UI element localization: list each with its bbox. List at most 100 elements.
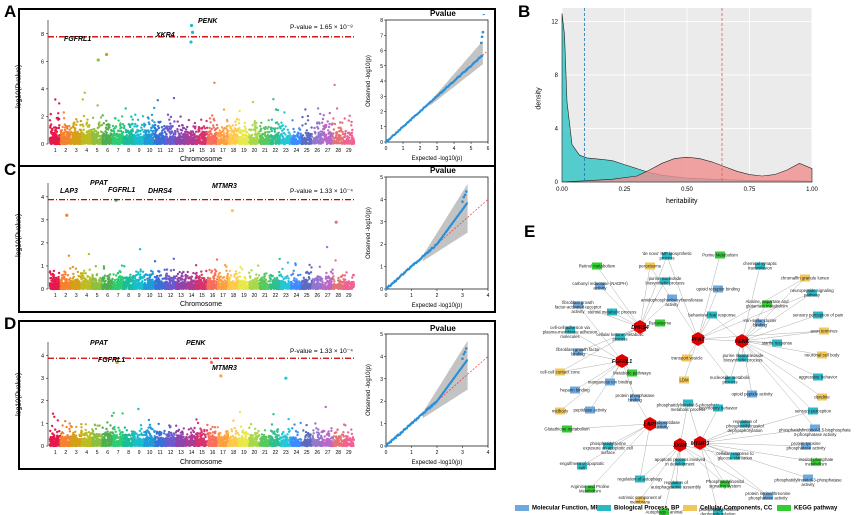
snp-point: [139, 142, 142, 145]
snp-point-peak: [96, 58, 100, 62]
snp-point: [302, 142, 305, 145]
snp-point: [259, 136, 262, 139]
snp-point: [73, 140, 77, 143]
snp-point: [87, 286, 90, 290]
snp-point: [74, 130, 77, 133]
snp-point: [117, 282, 120, 285]
qq-y-tick-label: 8: [380, 18, 383, 24]
snp-point: [262, 138, 265, 141]
snp-point: [186, 125, 189, 129]
snp-point: [187, 118, 191, 122]
snp-point: [49, 141, 52, 145]
snp-point: [121, 123, 125, 126]
snp-point: [105, 119, 108, 123]
snp-point: [266, 127, 269, 130]
snp-point: [115, 283, 118, 286]
snp-point: [273, 130, 277, 133]
snp-point: [323, 138, 326, 141]
snp-point: [88, 135, 91, 138]
chromosome-tick-label: 27: [325, 148, 331, 154]
snp-point: [112, 273, 115, 276]
snp-point: [72, 126, 76, 129]
snp-point: [297, 131, 300, 134]
snp-point: [127, 131, 130, 134]
snp-point: [76, 270, 79, 274]
snp-point: [315, 122, 319, 125]
snp-point: [56, 136, 59, 140]
snp-point: [335, 107, 339, 110]
snp-point: [63, 123, 66, 126]
snp-point: [65, 283, 69, 286]
snp-point: [144, 138, 147, 142]
snp-point: [136, 118, 140, 122]
snp-point: [164, 142, 167, 145]
chromosome-tick-label: 6: [106, 148, 109, 154]
snp-point: [175, 142, 179, 146]
snp-point: [161, 129, 164, 132]
snp-point: [266, 133, 269, 137]
snp-point: [208, 138, 211, 141]
snp-point: [255, 126, 259, 129]
snp-point: [64, 278, 67, 281]
snp-point: [135, 125, 138, 128]
snp-point: [96, 104, 99, 107]
chromosome-tick-label: 29: [346, 148, 352, 154]
snp-point: [128, 134, 131, 137]
snp-point: [122, 277, 126, 280]
snp-point: [293, 140, 297, 143]
snp-point: [86, 283, 90, 286]
snp-point: [275, 121, 279, 124]
snp-point: [269, 142, 272, 146]
snp-point: [139, 139, 143, 142]
snp-point: [94, 265, 98, 268]
manhattan-points-a: [48, 23, 356, 146]
snp-point: [265, 135, 269, 139]
snp-point: [147, 130, 151, 134]
snp-point: [272, 98, 275, 101]
snp-point: [54, 130, 58, 133]
snp-point: [280, 133, 283, 136]
snp-point: [231, 140, 234, 143]
snp-point: [198, 142, 202, 145]
snp-point: [85, 122, 89, 125]
chromosome-tick-label: 23: [283, 148, 289, 154]
snp-point: [67, 278, 70, 282]
snp-point: [108, 278, 111, 281]
snp-point: [238, 126, 241, 130]
snp-point: [273, 128, 276, 131]
snp-point: [217, 141, 220, 144]
snp-point: [88, 268, 91, 271]
snp-point: [92, 131, 95, 135]
snp-point: [212, 117, 215, 121]
snp-point: [128, 278, 131, 281]
snp-point: [276, 108, 280, 112]
snp-point: [268, 130, 271, 134]
snp-point: [60, 140, 64, 143]
snp-point: [179, 141, 182, 145]
snp-point: [125, 135, 128, 139]
chromosome-tick-label: 15: [199, 148, 205, 154]
snp-point: [276, 127, 279, 130]
snp-point: [189, 131, 192, 135]
snp-point: [57, 112, 60, 115]
snp-point: [308, 139, 311, 142]
snp-point: [336, 138, 339, 141]
snp-point: [56, 284, 59, 288]
snp-point: [102, 265, 106, 268]
snp-point: [177, 135, 180, 138]
chromosome-tick-label: 26: [315, 148, 321, 154]
snp-point: [326, 120, 329, 123]
snp-point: [329, 142, 332, 145]
snp-point: [216, 133, 219, 136]
snp-point: [138, 287, 141, 290]
snp-point: [332, 128, 335, 131]
snp-point: [314, 141, 318, 144]
snp-point: [266, 142, 269, 145]
snp-point: [248, 136, 251, 139]
snp-point: [192, 125, 195, 128]
snp-point: [244, 127, 247, 130]
snp-point: [306, 135, 309, 139]
chromosome-tick-label: 13: [178, 148, 184, 154]
snp-point: [156, 138, 159, 141]
